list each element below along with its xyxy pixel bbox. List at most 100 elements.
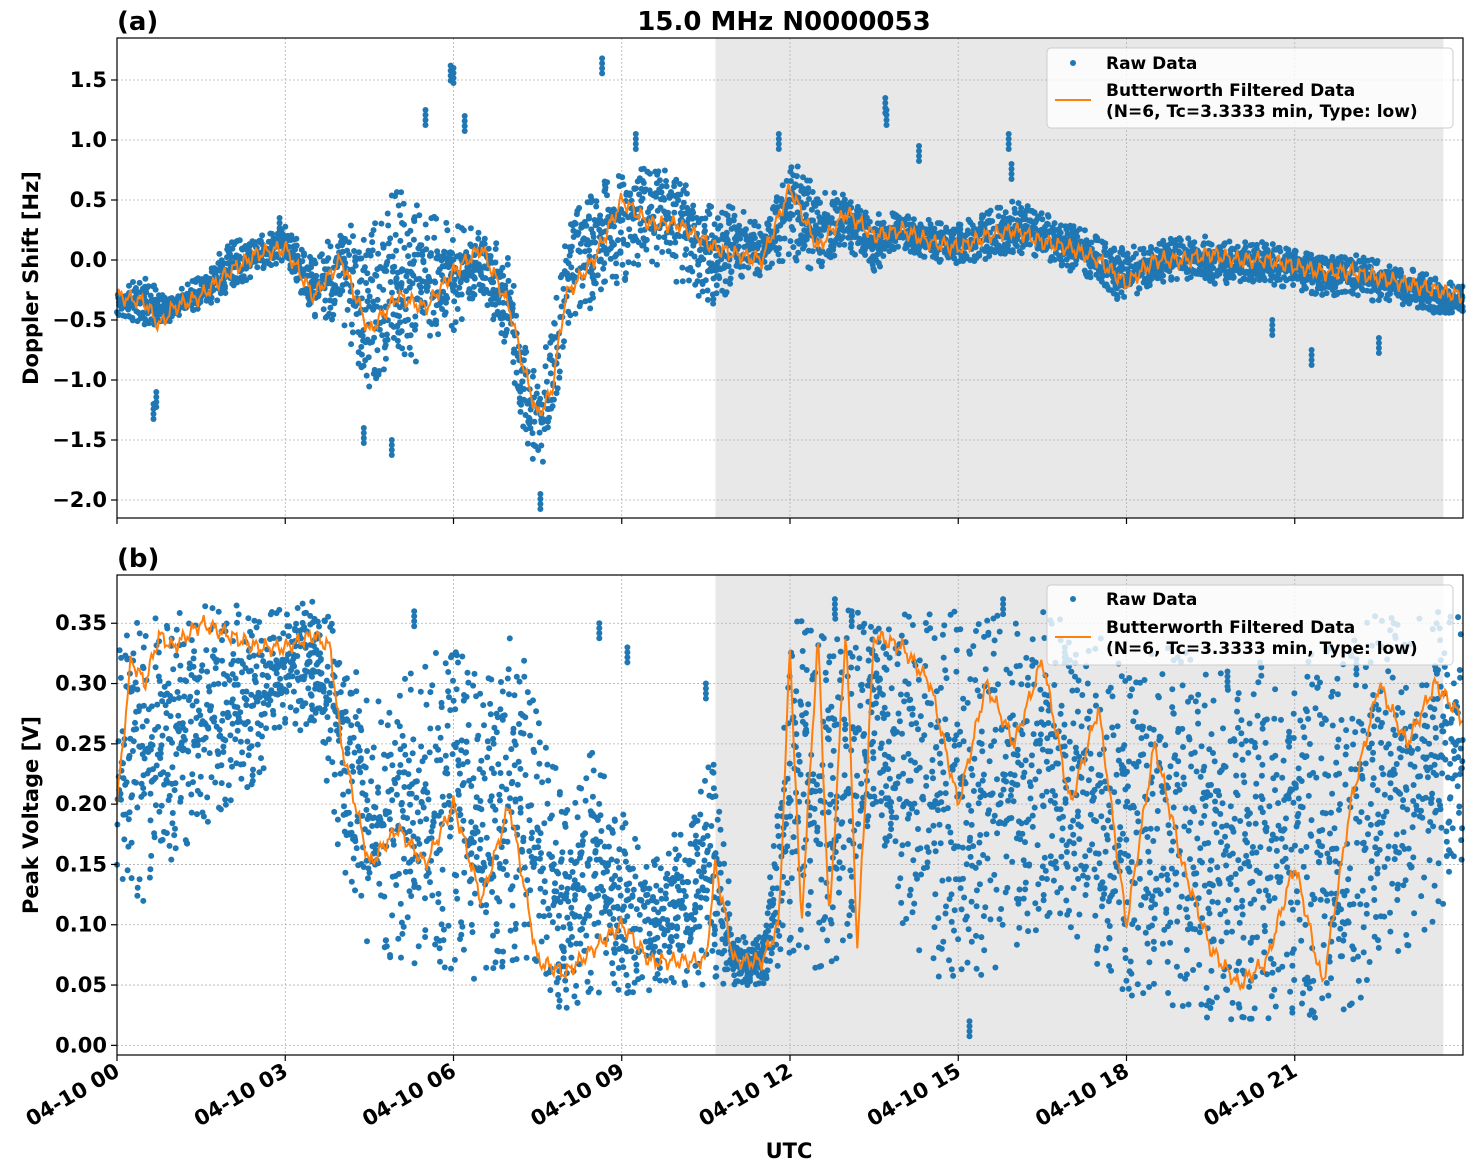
raw-point [363,252,370,259]
raw-point [779,258,786,265]
raw-point [350,768,357,775]
raw-point [515,758,522,765]
raw-point [1333,290,1340,297]
raw-point [441,964,448,971]
raw-point [640,242,647,249]
raw-point [1012,209,1018,216]
raw-point [722,278,729,285]
raw-point [243,696,250,703]
raw-outlier-point [599,70,606,77]
raw-point [735,243,742,250]
raw-point [776,245,783,252]
raw-point [417,688,424,695]
raw-point [656,177,663,184]
raw-point [294,252,301,259]
raw-point [593,198,600,205]
raw-point [341,322,348,329]
raw-point [533,708,540,715]
raw-point [1200,242,1207,249]
raw-point [529,373,536,380]
raw-point [253,663,260,670]
raw-point [405,253,412,260]
raw-point [267,230,274,237]
raw-point [794,163,801,170]
raw-point [535,837,542,844]
raw-point [572,220,579,227]
raw-point [1329,254,1336,260]
raw-point [702,215,709,222]
raw-point [1146,282,1153,289]
raw-point [690,202,697,209]
raw-point [1269,241,1276,248]
raw-point [365,875,371,882]
y-tick-label: 0.0 [70,248,107,272]
raw-point [427,879,433,886]
raw-point [151,834,158,841]
raw-point [1119,247,1126,253]
raw-point [588,196,595,203]
panel-a-y-ticks: −2.0−1.5−1.0−0.50.00.51.01.5 [52,68,117,512]
raw-point [483,909,489,916]
raw-point [305,685,312,692]
raw-point [636,191,643,198]
raw-point [407,801,414,808]
raw-point [291,243,297,250]
raw-point [450,677,456,684]
raw-point [1280,283,1287,290]
raw-point [484,738,491,745]
raw-point [1221,241,1228,248]
raw-point [350,855,357,862]
raw-point [245,615,252,622]
raw-point [611,223,617,230]
raw-point [330,311,337,318]
raw-point [670,251,677,258]
raw-point [478,806,485,813]
raw-point [440,926,447,933]
raw-point [502,754,509,761]
raw-point [635,261,642,268]
raw-point [524,877,531,884]
raw-point [375,860,382,867]
raw-point [821,226,828,233]
raw-point [237,709,244,716]
raw-point [176,610,183,616]
raw-point [1306,254,1313,261]
raw-point [194,689,201,696]
raw-point [527,732,534,739]
raw-point [541,878,548,885]
raw-point [279,701,286,708]
raw-point [457,811,464,818]
raw-point [381,765,388,772]
raw-point [1070,230,1077,237]
raw-point [403,273,410,280]
raw-point [502,332,509,339]
raw-point [422,895,428,902]
raw-point [327,243,334,250]
raw-point [485,245,492,252]
raw-point [169,295,176,302]
raw-point [361,264,368,271]
raw-point [481,263,488,270]
raw-point [605,214,612,220]
raw-point [411,214,418,221]
raw-point [367,252,374,259]
raw-point [401,351,408,358]
raw-point [1312,290,1319,297]
raw-point [745,264,752,271]
raw-point [514,383,521,390]
raw-point [510,359,517,366]
raw-point [1107,247,1114,254]
raw-point [389,268,396,275]
raw-point [841,241,848,248]
raw-point [399,345,406,352]
raw-point [787,203,794,210]
raw-point [995,213,1002,220]
raw-point [1325,284,1332,290]
raw-point [152,774,159,781]
raw-point [306,300,313,307]
y-tick-label: 1.0 [70,128,107,152]
raw-point [345,788,352,795]
raw-point [545,905,552,912]
raw-point [1118,289,1125,296]
raw-point [174,689,181,695]
